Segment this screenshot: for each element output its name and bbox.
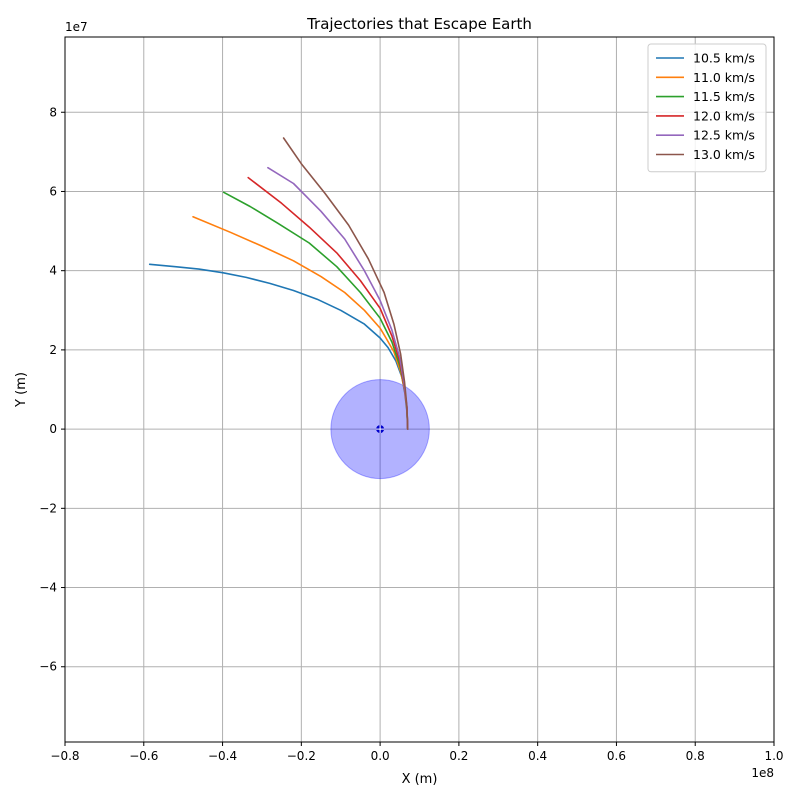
earth xyxy=(330,379,430,480)
chart-title: Trajectories that Escape Earth xyxy=(306,15,532,33)
x-tick-label: 0.0 xyxy=(371,749,390,763)
x-axis-label: X (m) xyxy=(402,772,438,787)
legend-box xyxy=(647,43,767,173)
y-ticks: −6 −4 −2 0 2 4 6 8 xyxy=(39,105,65,674)
y-tick-label: −2 xyxy=(39,501,57,515)
x-ticks: −0.8 −0.6 −0.4 −0.2 0.0 0.2 0.4 0.6 0.8 1.0 xyxy=(50,742,784,763)
legend-entry: 12.5 km/s xyxy=(693,128,755,143)
y-tick-label: −6 xyxy=(39,660,57,674)
legend-entry: 11.5 km/s xyxy=(693,89,755,104)
y-offset-label: 1e7 xyxy=(65,20,88,34)
y-tick-label: 8 xyxy=(49,105,57,119)
y-tick-label: 2 xyxy=(49,343,57,357)
x-tick-label: 0.4 xyxy=(528,749,547,763)
legend-entry: 11.0 km/s xyxy=(693,70,755,85)
y-tick-label: 6 xyxy=(49,184,57,198)
x-tick-label: −0.8 xyxy=(50,749,79,763)
x-offset-label: 1e8 xyxy=(751,766,774,780)
plot-frame xyxy=(64,36,775,743)
legend-entry: 10.5 km/s xyxy=(693,51,755,66)
legend-entry: 12.0 km/s xyxy=(693,108,755,123)
x-tick-label: −0.2 xyxy=(287,749,316,763)
legend: 10.5 km/s 11.0 km/s 11.5 km/s 12.0 km/s 12.5… xyxy=(647,43,767,173)
x-tick-label: 1.0 xyxy=(764,749,783,763)
x-tick-label: −0.6 xyxy=(129,749,158,763)
series-line-13-0-km-s xyxy=(282,137,409,430)
legend-entry: 13.0 km/s xyxy=(693,147,755,162)
y-tick-label: 4 xyxy=(49,264,57,278)
x-tick-label: −0.4 xyxy=(208,749,237,763)
y-axis-label: Y (m) xyxy=(14,372,29,408)
x-tick-label: 0.8 xyxy=(686,749,705,763)
series-lines xyxy=(148,137,409,430)
x-tick-label: 0.2 xyxy=(449,749,468,763)
y-tick-label: 0 xyxy=(49,422,57,436)
x-tick-label: 0.6 xyxy=(607,749,626,763)
y-tick-label: −4 xyxy=(39,581,57,595)
